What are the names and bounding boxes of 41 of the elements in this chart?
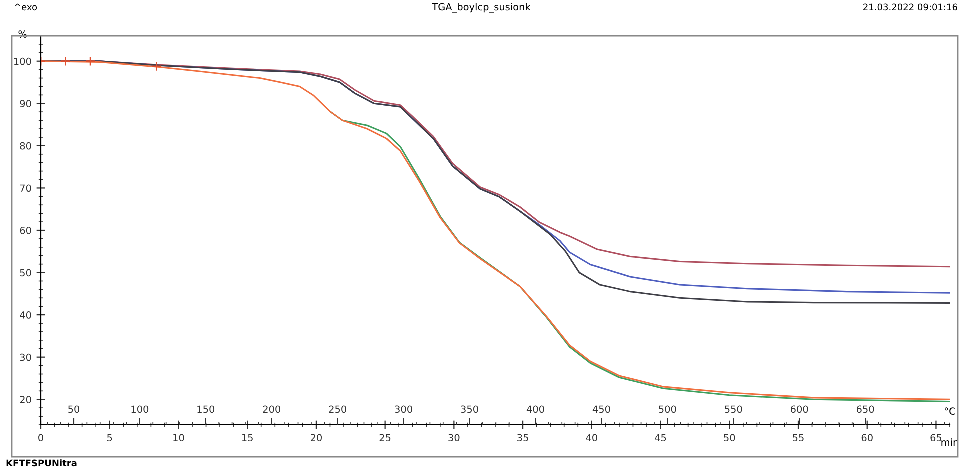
- y-tick-label: 20: [20, 396, 32, 404]
- y-tick-label: 70: [20, 184, 32, 192]
- x2-tick-label: 500: [659, 406, 676, 414]
- chart-title: TGA_boylcp_susionk: [432, 3, 531, 13]
- x2-tick-label: 350: [461, 406, 478, 414]
- y-tick-label: 90: [20, 100, 32, 108]
- x2-tick-label: 650: [856, 406, 874, 414]
- x2-tick-label: 300: [395, 406, 412, 414]
- x-tick-label: 35: [518, 434, 528, 442]
- x-tick-label: 55: [793, 434, 804, 442]
- text: KFTFSPUNitra: [6, 460, 77, 467]
- x2-axis-title: °C: [945, 408, 956, 416]
- text: 21.03.2022 09:01:16: [864, 4, 958, 11]
- y-tick-label: 60: [20, 226, 32, 234]
- x-tick-label: 25: [380, 434, 391, 442]
- y-tick-label: 40: [20, 312, 32, 319]
- x-tick-label: 45: [655, 434, 666, 442]
- x-tick-label: 60: [862, 434, 873, 442]
- x-tick-label: 10: [174, 434, 184, 442]
- x2-tick-label: 100: [132, 406, 149, 414]
- text: ^exo: [14, 4, 38, 11]
- x2-tick-label: 200: [263, 406, 281, 414]
- y-tick-label: 30: [20, 354, 32, 362]
- x2-tick-label: 550: [725, 406, 742, 414]
- x-tick-label: 15: [242, 434, 253, 442]
- x2-tick-label: 450: [592, 406, 610, 414]
- x-tick-label: 50: [724, 434, 736, 442]
- y-tick-label: 50: [20, 269, 32, 277]
- x2-tick-label: 50: [68, 406, 80, 414]
- x2-tick-label: 400: [526, 406, 544, 414]
- x-tick-label: 20: [310, 434, 322, 442]
- x-tick-label: 40: [586, 434, 598, 442]
- x-tick-label: 0: [38, 434, 44, 442]
- x-tick-label: 65: [930, 434, 942, 442]
- x-tick-label: 30: [448, 434, 460, 442]
- y-tick-label: 80: [20, 142, 32, 150]
- x-tick-label: 5: [108, 434, 112, 442]
- x2-tick-label: 150: [198, 406, 215, 414]
- x2-tick-label: 250: [329, 406, 346, 414]
- x2-tick-label: 600: [791, 406, 808, 414]
- y-tick-label: 100: [14, 58, 32, 66]
